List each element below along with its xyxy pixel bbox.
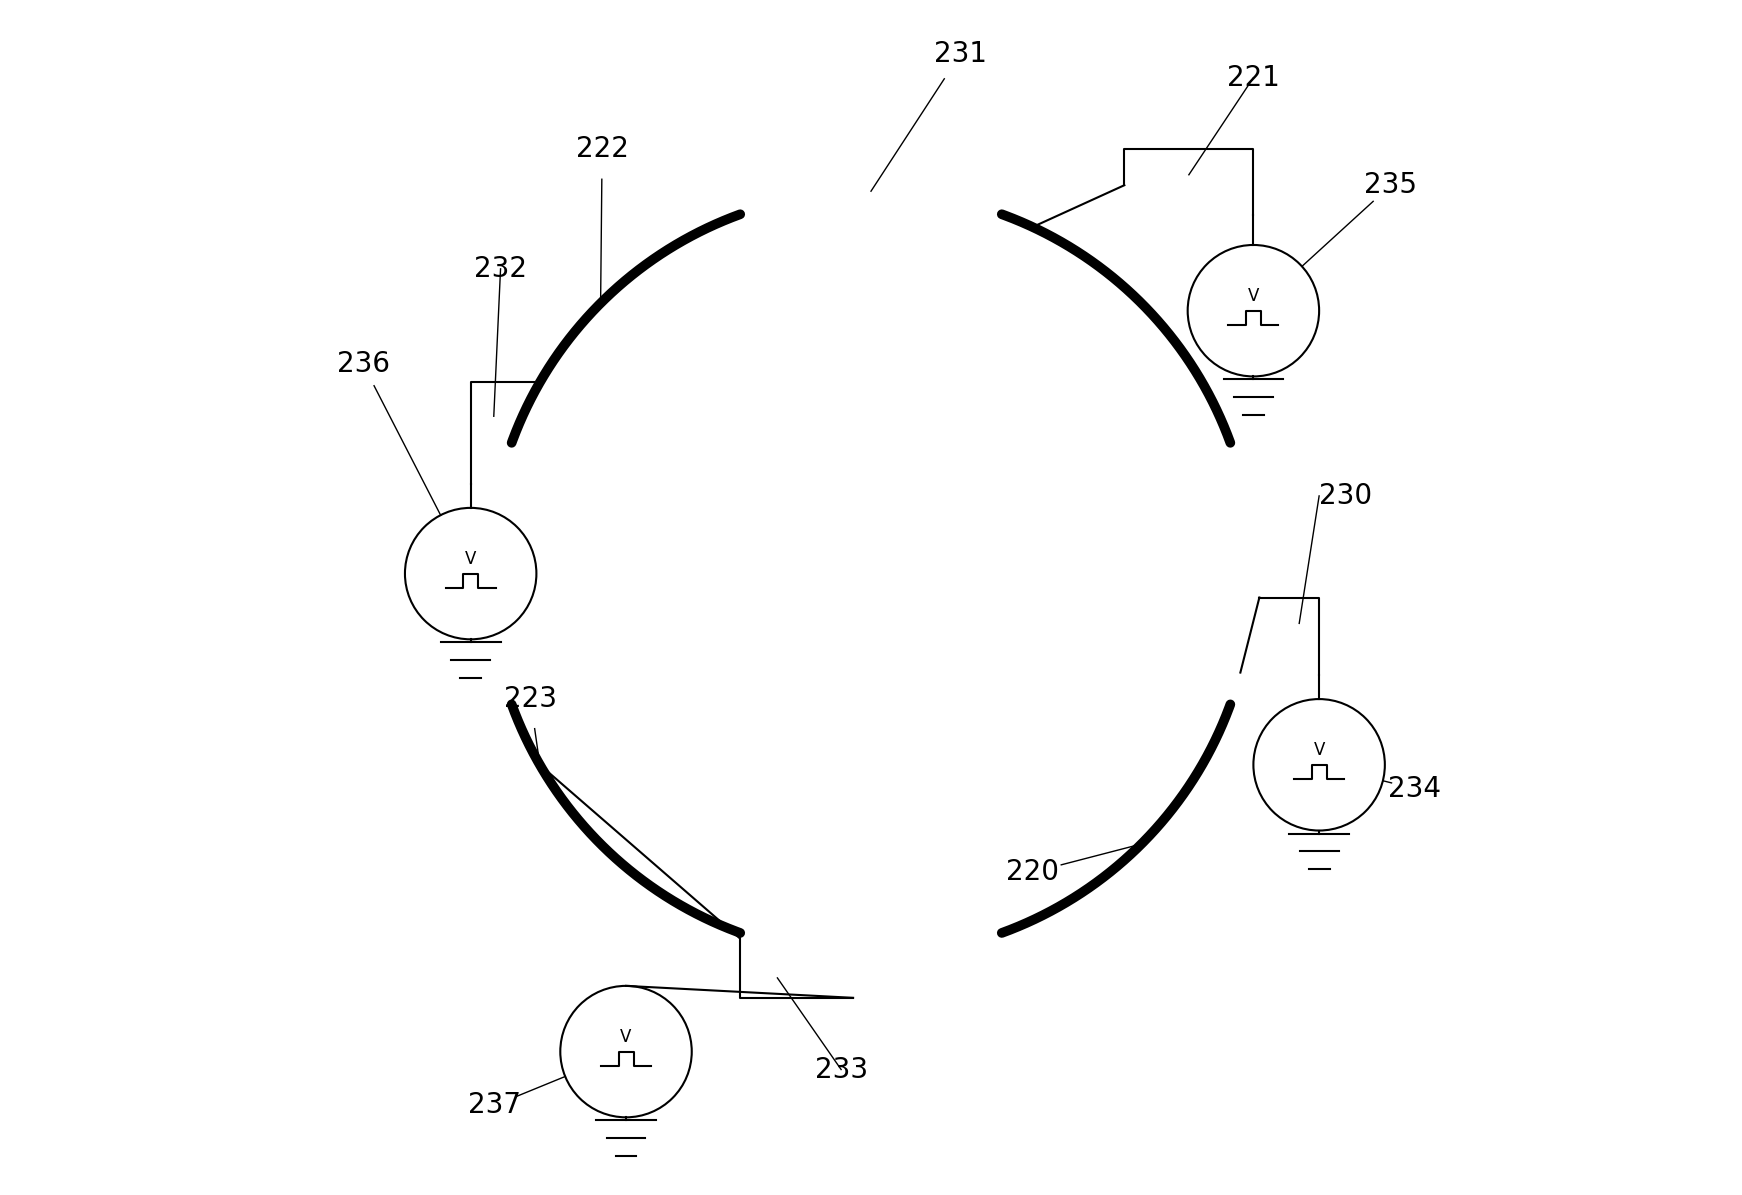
Text: 220: 220 bbox=[1005, 858, 1059, 887]
Text: 221: 221 bbox=[1226, 63, 1280, 92]
Text: 223: 223 bbox=[503, 685, 557, 713]
Text: 236: 236 bbox=[336, 350, 390, 379]
Text: 237: 237 bbox=[469, 1091, 521, 1120]
Text: 233: 233 bbox=[815, 1055, 868, 1084]
Text: V: V bbox=[465, 550, 476, 568]
Text: 232: 232 bbox=[474, 255, 528, 283]
Text: 222: 222 bbox=[575, 135, 629, 164]
Text: 230: 230 bbox=[1319, 482, 1373, 510]
Text: 234: 234 bbox=[1388, 774, 1441, 803]
Text: V: V bbox=[1247, 287, 1259, 305]
Text: V: V bbox=[620, 1028, 632, 1046]
Text: 235: 235 bbox=[1364, 171, 1418, 200]
Text: V: V bbox=[1313, 741, 1326, 759]
Text: 231: 231 bbox=[934, 39, 988, 68]
